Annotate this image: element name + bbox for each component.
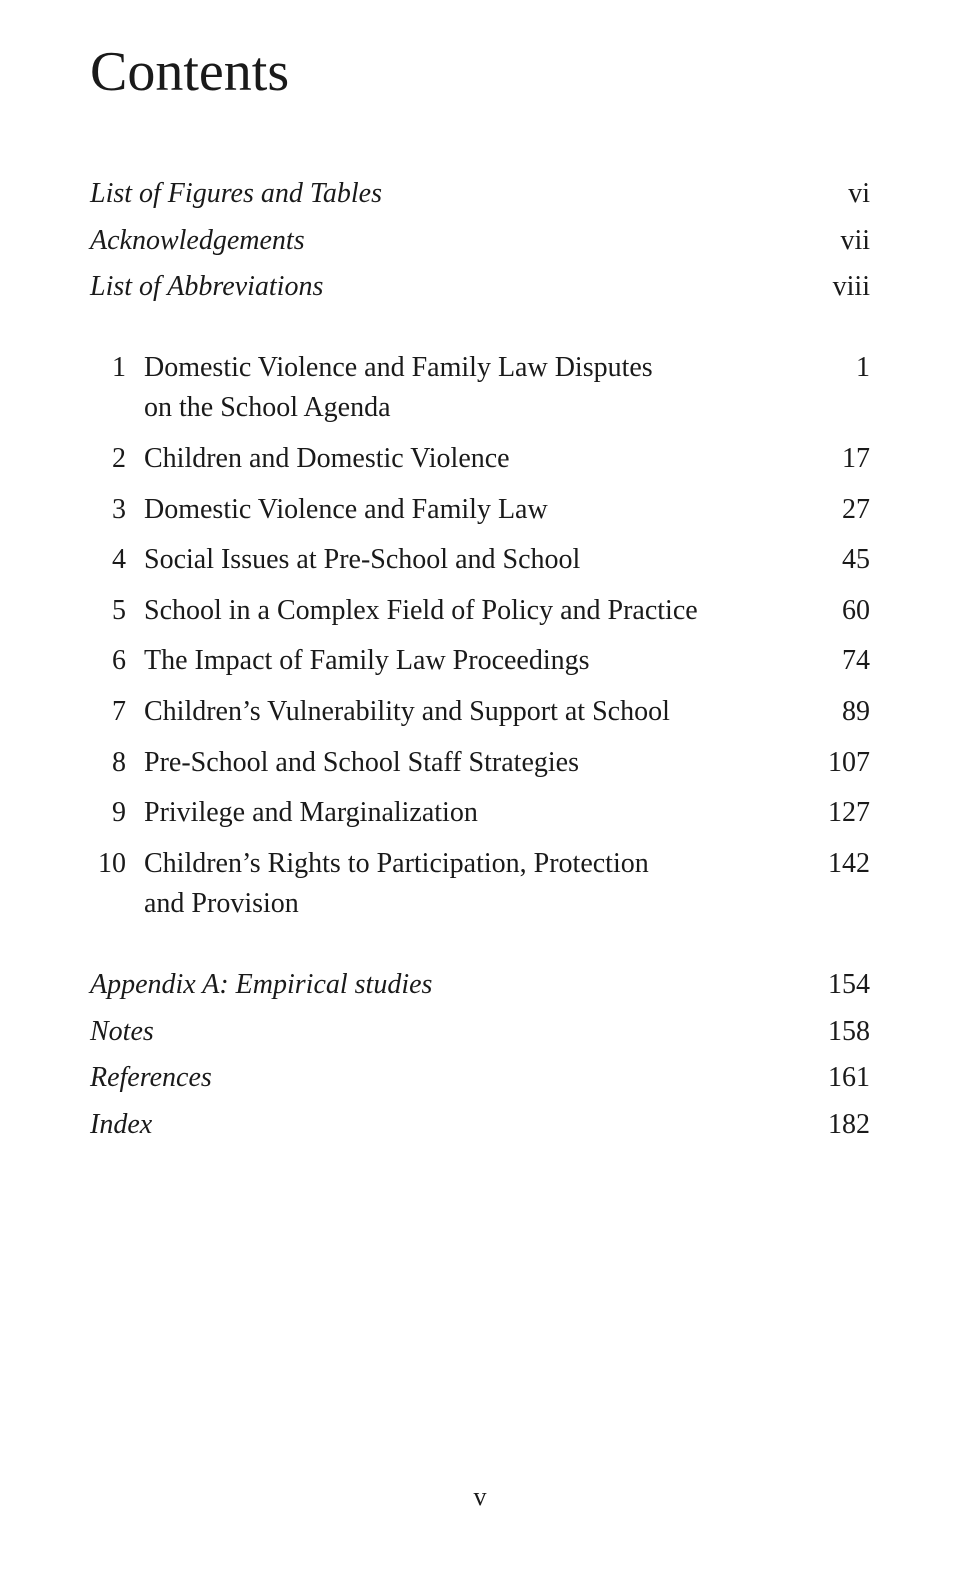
chapter-number: 9	[90, 793, 144, 834]
toc-chapter: 4 Social Issues at Pre-School and School…	[90, 540, 870, 581]
toc-chapter: 6 The Impact of Family Law Proceedings 7…	[90, 641, 870, 682]
chapter-page: 45	[810, 540, 870, 581]
toc-entry: Appendix A: Empirical studies 154	[90, 965, 870, 1006]
chapter-title-line2: and Provision	[144, 884, 790, 925]
toc-entry: Notes 158	[90, 1012, 870, 1053]
toc-entry-page: 158	[810, 1012, 870, 1053]
toc-entry-label: Notes	[90, 1012, 810, 1053]
toc-entry: Index 182	[90, 1105, 870, 1146]
page-folio: v	[0, 1482, 960, 1512]
toc-entry-label: Acknowledgements	[90, 221, 810, 262]
chapter-title-line1: Domestic Violence and Family Law Dispute…	[144, 352, 653, 383]
chapter-number: 4	[90, 540, 144, 581]
chapter-number: 2	[90, 439, 144, 480]
chapter-page: 27	[810, 490, 870, 531]
toc-chapter: 2 Children and Domestic Violence 17	[90, 439, 870, 480]
chapter-title: Domestic Violence and Family Law	[144, 490, 810, 531]
chapter-number: 3	[90, 490, 144, 531]
toc-chapter: 5 School in a Complex Field of Policy an…	[90, 591, 870, 632]
chapter-title: Social Issues at Pre-School and School	[144, 540, 810, 581]
toc-entry-page: viii	[810, 267, 870, 308]
toc-chapter: 1 Domestic Violence and Family Law Dispu…	[90, 348, 870, 429]
toc-entry: Acknowledgements vii	[90, 221, 870, 262]
toc-entry-label: Appendix A: Empirical studies	[90, 965, 810, 1006]
chapter-page: 127	[810, 793, 870, 834]
toc-entry-page: 182	[810, 1105, 870, 1146]
chapter-title-line1: Children’s Rights to Participation, Prot…	[144, 848, 649, 879]
chapter-page: 60	[810, 591, 870, 632]
chapter-list: 1 Domestic Violence and Family Law Dispu…	[90, 348, 870, 925]
chapter-number: 10	[90, 844, 144, 885]
chapter-title: Children’s Rights to Participation, Prot…	[144, 844, 810, 925]
chapter-title: Domestic Violence and Family Law Dispute…	[144, 348, 810, 429]
toc-entry-label: Index	[90, 1105, 810, 1146]
chapter-number: 8	[90, 743, 144, 784]
toc-chapter: 8 Pre-School and School Staff Strategies…	[90, 743, 870, 784]
toc-entry-page: 154	[810, 965, 870, 1006]
chapter-number: 1	[90, 348, 144, 389]
chapter-title: School in a Complex Field of Policy and …	[144, 591, 810, 632]
toc-entry: List of Figures and Tables vi	[90, 174, 870, 215]
toc-entry-page: vii	[810, 221, 870, 262]
chapter-title-line2: on the School Agenda	[144, 388, 790, 429]
chapter-title: Pre-School and School Staff Strategies	[144, 743, 810, 784]
toc-chapter: 3 Domestic Violence and Family Law 27	[90, 490, 870, 531]
page-title: Contents	[90, 40, 870, 104]
chapter-title: Privilege and Marginalization	[144, 793, 810, 834]
chapter-page: 142	[810, 844, 870, 885]
chapter-page: 107	[810, 743, 870, 784]
toc-entry-label: List of Abbreviations	[90, 267, 810, 308]
toc-entry-label: List of Figures and Tables	[90, 174, 810, 215]
page: Contents List of Figures and Tables vi A…	[0, 0, 960, 1596]
toc-entry: References 161	[90, 1058, 870, 1099]
chapter-page: 1	[810, 348, 870, 389]
toc-chapter: 9 Privilege and Marginalization 127	[90, 793, 870, 834]
toc-entry-page: vi	[810, 174, 870, 215]
chapter-title: The Impact of Family Law Proceedings	[144, 641, 810, 682]
toc-entry-label: References	[90, 1058, 810, 1099]
chapter-number: 6	[90, 641, 144, 682]
toc-chapter: 7 Children’s Vulnerability and Support a…	[90, 692, 870, 733]
toc-entry: List of Abbreviations viii	[90, 267, 870, 308]
chapter-title: Children’s Vulnerability and Support at …	[144, 692, 810, 733]
chapter-page: 74	[810, 641, 870, 682]
back-matter-list: Appendix A: Empirical studies 154 Notes …	[90, 965, 870, 1145]
chapter-page: 89	[810, 692, 870, 733]
chapter-page: 17	[810, 439, 870, 480]
toc-entry-page: 161	[810, 1058, 870, 1099]
chapter-number: 7	[90, 692, 144, 733]
front-matter-list: List of Figures and Tables vi Acknowledg…	[90, 174, 870, 308]
chapter-title: Children and Domestic Violence	[144, 439, 810, 480]
toc-chapter: 10 Children’s Rights to Participation, P…	[90, 844, 870, 925]
chapter-number: 5	[90, 591, 144, 632]
